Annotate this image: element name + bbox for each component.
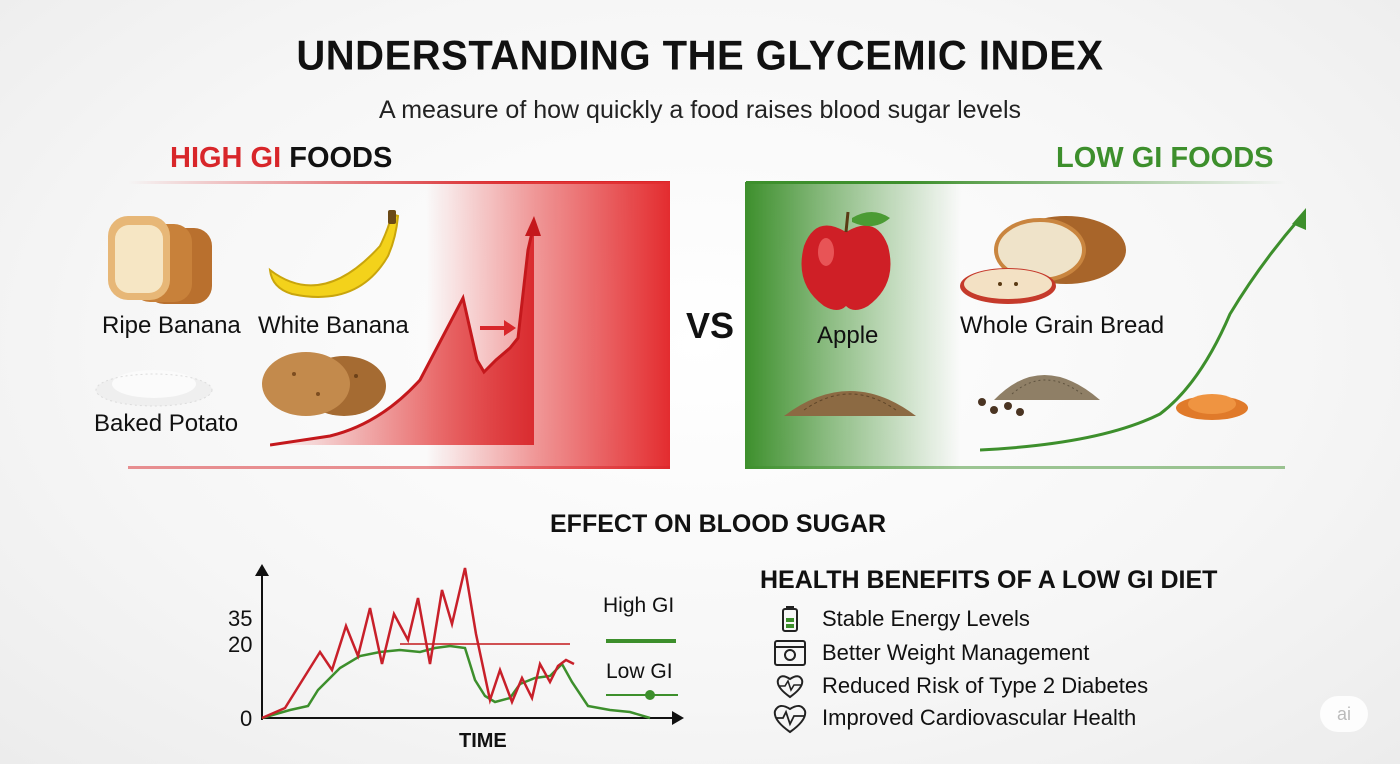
- benefit-text: Stable Energy Levels: [822, 606, 1030, 631]
- whole-grain-bread-icon: [960, 216, 1126, 304]
- food-label-ripe-banana: Ripe Banana: [102, 312, 241, 339]
- scale-icon: [772, 638, 808, 668]
- low-gi-heading: LOW GI FOODS: [1056, 142, 1274, 174]
- apple-icon: [801, 211, 891, 310]
- food-label-white-banana: White Banana: [258, 312, 409, 339]
- versus-label: VS: [686, 305, 735, 346]
- brown-rice-icon: [784, 391, 916, 416]
- legend-low-gi-swatch: [606, 690, 678, 700]
- benefit-item: Improved Cardiovascular Health: [772, 703, 1137, 734]
- high-gi-spike-graphic: [270, 216, 541, 447]
- x-axis-label: TIME: [459, 730, 507, 752]
- benefit-item: Reduced Risk of Type 2 Diabetes: [772, 671, 1148, 701]
- page-title: UNDERSTANDING THE GLYCEMIC INDEX: [296, 32, 1104, 80]
- lentils-icon: [1176, 394, 1248, 420]
- high-gi-heading: HIGH GI FOODS: [170, 142, 392, 175]
- benefit-text: Better Weight Management: [822, 640, 1090, 665]
- watermark-badge: ai: [1320, 696, 1368, 732]
- blood-sugar-chart: [255, 564, 684, 725]
- high-gi-curve: [261, 567, 575, 720]
- battery-icon: [772, 604, 808, 634]
- effect-chart-title: EFFECT ON BLOOD SUGAR: [550, 510, 887, 538]
- legend-low-gi-label: Low GI: [606, 660, 673, 683]
- low-gi-curve-graphic: [980, 208, 1306, 452]
- legend-high-gi-swatch: [606, 639, 676, 643]
- high-gi-heading-rest: FOODS: [281, 142, 393, 174]
- y-tick-label: 0: [240, 706, 253, 731]
- benefit-item: Stable Energy Levels: [772, 604, 1030, 634]
- white-rice-icon: [95, 370, 213, 407]
- x-axis-arrow: [672, 711, 684, 725]
- legend-high-gi-label: High GI: [603, 594, 675, 617]
- benefits-title: HEALTH BENEFITS OF A LOW GI DIET: [760, 566, 1218, 594]
- benefit-text: Reduced Risk of Type 2 Diabetes: [822, 673, 1149, 698]
- banana-icon: [268, 210, 400, 298]
- y-axis-arrow: [255, 564, 269, 576]
- food-label-baked-potato: Baked Potato: [94, 410, 239, 437]
- low-gi-curve: [261, 644, 651, 720]
- bread-loaf-icon: [108, 216, 212, 304]
- benefit-text: Improved Cardiovascular Health: [822, 705, 1137, 730]
- food-label-whole-grain-bread: Whole Grain Bread: [960, 312, 1165, 339]
- benefit-item: Better Weight Management: [772, 638, 1089, 668]
- potato-icon: [262, 352, 386, 416]
- page-subtitle: A measure of how quickly a food raises b…: [378, 96, 1022, 124]
- heart-ecg-icon: [772, 703, 808, 734]
- food-label-apple: Apple: [817, 322, 879, 349]
- y-tick-label: 20: [228, 632, 253, 657]
- y-tick-label: 35: [228, 606, 253, 631]
- grain-pile-icon: [978, 375, 1100, 416]
- heart-pulse-icon: [772, 671, 808, 701]
- high-gi-heading-accent: HIGH GI: [170, 142, 282, 174]
